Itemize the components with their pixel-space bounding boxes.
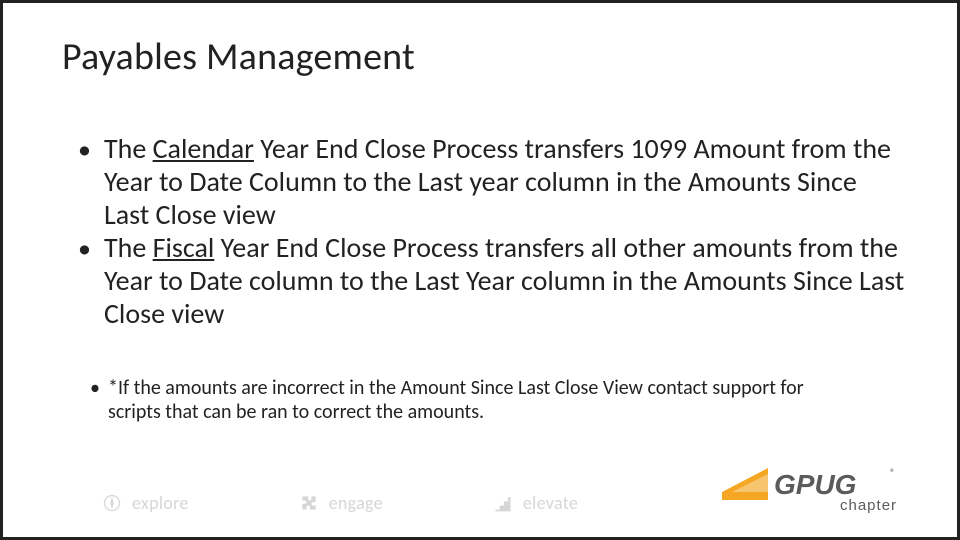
slide: Payables Management • The Calendar Year …: [0, 0, 960, 540]
footer-item-explore: explore: [102, 492, 189, 514]
bullet-post: Year End Close Process transfers all oth…: [104, 230, 904, 331]
bullet-underlined: Calendar: [153, 131, 254, 166]
logo-sub-text: chapter: [840, 497, 897, 514]
footer: explore engage elevate: [6, 474, 954, 520]
note-text: *If the amounts are incorrect in the Amo…: [108, 376, 858, 425]
registered-icon: ®: [890, 466, 895, 479]
bullet-icon: •: [78, 231, 104, 264]
footer-item-engage: engage: [299, 492, 383, 514]
footer-label: engage: [329, 492, 383, 514]
note: • *If the amounts are incorrect in the A…: [90, 376, 858, 425]
bullet-item: • The Calendar Year End Close Process tr…: [78, 132, 906, 231]
bullet-icon: •: [78, 132, 104, 165]
footer-item-elevate: elevate: [493, 492, 578, 514]
bullet-item: • The Fiscal Year End Close Process tran…: [78, 231, 906, 330]
footer-items: explore engage elevate: [102, 492, 578, 514]
steps-icon: [493, 493, 513, 513]
slide-inner: Payables Management • The Calendar Year …: [6, 6, 954, 534]
bullet-icon: •: [90, 376, 108, 425]
logo-main-text: GPUG: [774, 469, 856, 500]
bullet-pre: The: [104, 131, 153, 166]
compass-icon: [102, 493, 122, 513]
bullet-text: The Fiscal Year End Close Process transf…: [104, 231, 906, 330]
gpug-logo: GPUG ® chapter: [722, 462, 932, 514]
footer-label: explore: [132, 492, 189, 514]
bullet-underlined: Fiscal: [153, 230, 215, 265]
bullet-text: The Calendar Year End Close Process tran…: [104, 132, 906, 231]
page-title: Payables Management: [62, 34, 415, 80]
puzzle-icon: [299, 493, 319, 513]
bullet-pre: The: [104, 230, 153, 265]
bullet-list: • The Calendar Year End Close Process tr…: [78, 132, 906, 330]
footer-label: elevate: [523, 492, 578, 514]
